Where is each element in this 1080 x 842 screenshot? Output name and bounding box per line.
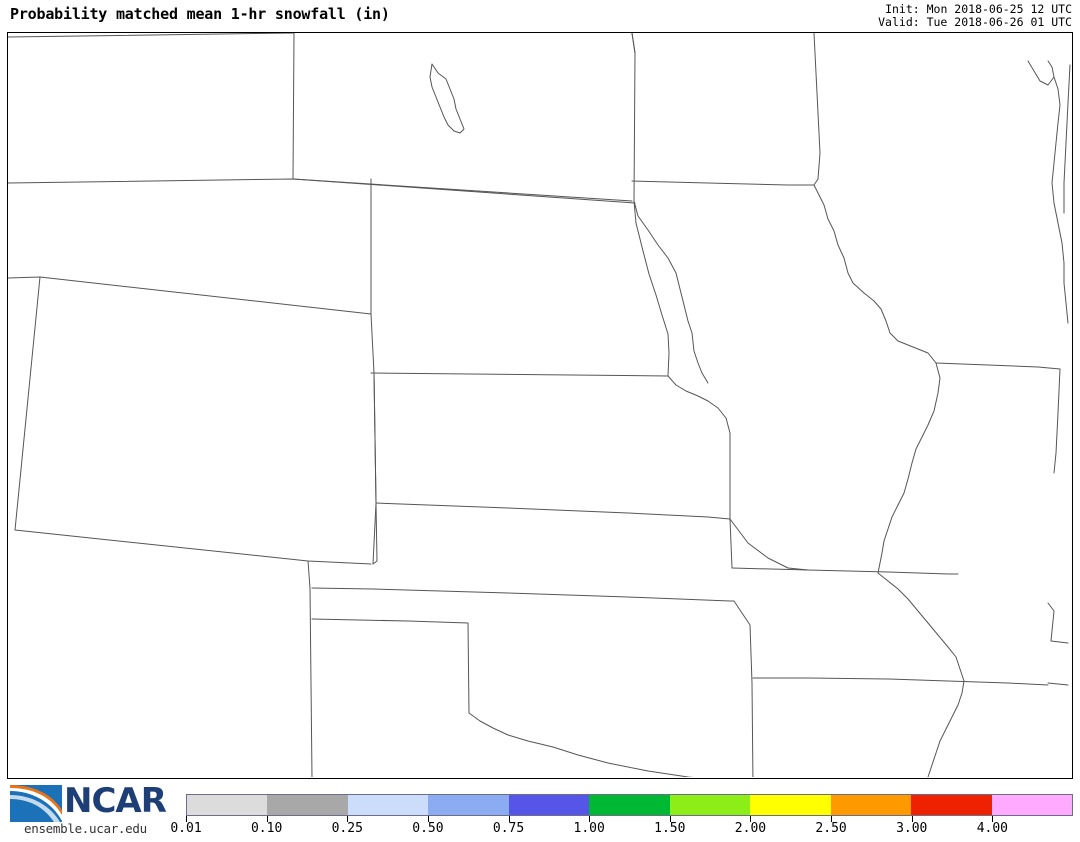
- colorbar-tick-mark: [427, 816, 429, 822]
- colorbar-tick-label: 1.50: [654, 821, 686, 836]
- colorbar-ticks: [186, 816, 1073, 824]
- border-oklahoma-texas-red-river: [468, 712, 694, 777]
- colorbar-segment: [347, 795, 429, 815]
- border-oklahoma-arkansas-east: [733, 600, 754, 777]
- ncar-logo-text: NCAR: [64, 781, 167, 821]
- init-time-label: Init: Mon 2018-06-25 12 UTC: [885, 2, 1072, 16]
- border-illinois-kentucky: [1047, 682, 1069, 686]
- border-colorado-west: [14, 276, 41, 531]
- border-nebraska-kansas-north: [370, 372, 669, 377]
- colorbar-tick-mark: [186, 816, 187, 822]
- map-canvas[interactable]: [7, 32, 1073, 779]
- border-newmexico-texas-west: [307, 560, 313, 777]
- colorbar-tick-label: 0.25: [331, 821, 363, 836]
- map-background: [8, 33, 1071, 777]
- border-nd-sd: [292, 178, 633, 202]
- ncar-logo-mark-icon: [10, 785, 62, 822]
- state-boundaries-map: [8, 33, 1071, 777]
- colorbar-tick-mark: [911, 816, 913, 822]
- border-kansas-nebraska-gap: [375, 502, 731, 520]
- colorbar-tick-mark: [669, 816, 671, 822]
- colorbar-tick-label: 0.50: [412, 821, 444, 836]
- border-iowa-illinois-mississippi-river: [813, 184, 941, 574]
- border-minnesota-north: [631, 33, 636, 54]
- border-kansas-missouri-east: [667, 375, 733, 569]
- border-indiana-kentucky-notch: [1050, 640, 1069, 644]
- colorbar-tick-mark: [831, 816, 833, 822]
- colorbar-segment: [428, 795, 509, 815]
- colorbar-tick-label: 0.75: [492, 821, 525, 836]
- border-missouri-northwest-corner: [729, 518, 809, 571]
- colorbar-tick-mark: [992, 816, 994, 822]
- border-indiana-south: [1047, 602, 1055, 642]
- colorbar-tick-mark: [347, 816, 349, 822]
- border-illinois-missouri-mississippi: [877, 572, 965, 777]
- colorbar-segment: [669, 795, 751, 815]
- border-iowa-nebraska-river: [633, 200, 709, 384]
- ncar-logo-url: ensemble.ucar.edu: [24, 821, 147, 836]
- border-michigan-lake-shore: [1051, 76, 1069, 324]
- state-border-lines: [8, 33, 1071, 777]
- ncar-logo[interactable]: NCAR ensemble.ucar.edu: [8, 781, 168, 838]
- border-kansas-west: [373, 372, 377, 504]
- colorbar-tick-label: 3.00: [896, 821, 928, 836]
- border-nebraska-east-missouri-river: [633, 200, 670, 377]
- colorbar-segment: [830, 795, 912, 815]
- border-iowa-minnesota-north: [631, 178, 819, 186]
- colorbar-segment: [750, 795, 831, 815]
- border-minnesota-wisconsin: [813, 33, 821, 180]
- lake-outline-minnesota: [429, 63, 465, 134]
- border-montana-north: [8, 33, 295, 38]
- colorbar-segment: [911, 795, 992, 815]
- colorbar-tick-label: 0.10: [250, 821, 283, 836]
- border-kansas-colorado-corner: [372, 502, 378, 565]
- colorbar-tick-label: 1.00: [573, 821, 605, 836]
- colorbar-tick-mark: [508, 816, 510, 822]
- border-wisconsin-illinois: [935, 362, 1061, 370]
- colorbar-tick-mark: [266, 816, 268, 822]
- colorbar-segment: [589, 795, 670, 815]
- colorbar-segment: [508, 795, 590, 815]
- valid-time-label: Valid: Tue 2018-06-26 01 UTC: [878, 15, 1072, 29]
- colorbar-tick-labels: 0.01 0.10 0.25 0.50 0.75 1.00 1.50 2.00 2.50 3.00…: [0, 821, 1080, 841]
- colorbar-tick-label: 2.00: [734, 821, 767, 836]
- colorbar-tick-mark: [589, 816, 591, 822]
- border-missouri-iowa-north: [731, 567, 959, 575]
- colorbar-tick-label: 2.50: [815, 821, 847, 836]
- border-missouri-arkansas-south: [752, 677, 1049, 686]
- forecast-timestamps: Init: Mon 2018-06-25 12 UTC Valid: Tue 2…: [878, 3, 1072, 29]
- border-michigan-upper-peninsula: [1027, 60, 1055, 86]
- colorbar-segment: [267, 795, 348, 815]
- colorbar-tick-label: 4.00: [976, 821, 1009, 836]
- border-oklahoma-panhandle-south: [311, 618, 470, 714]
- page-title: Probability matched mean 1-hr snowfall (…: [10, 5, 390, 23]
- border-illinois-indiana: [1053, 368, 1061, 474]
- footer-bar: NCAR ensemble.ucar.edu 0.01 0.10 0.25 0.50 0…: [0, 781, 1080, 842]
- colorbar-segment: [187, 795, 268, 815]
- colorbar-tick-mark: [750, 816, 752, 822]
- border-michigan-east-edge: [1063, 64, 1071, 214]
- border-montana-northdakota: [292, 33, 295, 180]
- border-kansas-oklahoma: [311, 587, 735, 602]
- colorbar-tick-label: 0.01: [170, 821, 202, 836]
- colorbar[interactable]: [186, 794, 1073, 816]
- colorbar-segment: [991, 795, 1072, 815]
